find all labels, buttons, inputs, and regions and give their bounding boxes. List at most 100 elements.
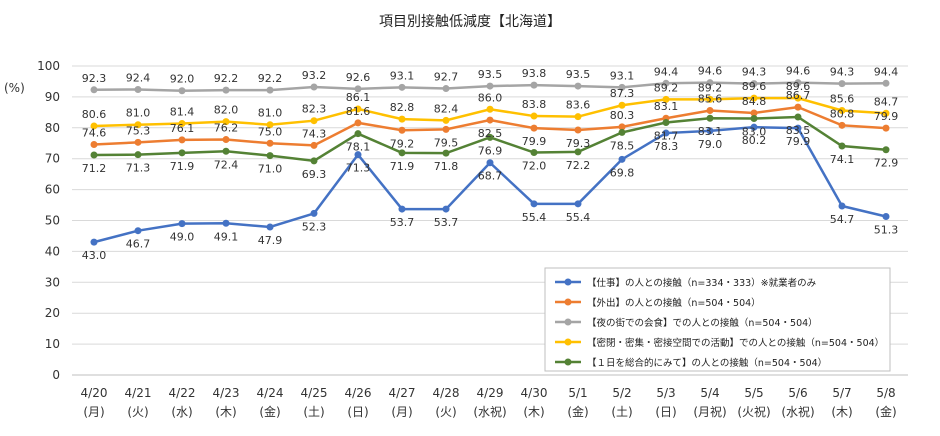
x-tick-sublabel: (木): [523, 405, 544, 419]
data-point: [574, 113, 582, 121]
y-tick-label: 20: [45, 306, 60, 320]
x-tick-sublabel: (水祝): [781, 405, 814, 419]
x-tick-label: 4/23: [213, 386, 240, 400]
data-label: 92.7: [434, 71, 459, 84]
data-label: 81.0: [258, 107, 283, 120]
x-tick-label: 4/21: [125, 386, 152, 400]
data-label: 79.5: [434, 136, 459, 149]
data-point: [706, 106, 714, 114]
data-label: 52.3: [302, 220, 327, 233]
data-point: [222, 219, 230, 227]
data-label: 92.3: [82, 72, 107, 85]
data-label: 46.7: [126, 238, 151, 251]
data-label: 89.2: [654, 81, 679, 94]
x-tick-label: 5/5: [744, 386, 763, 400]
data-label: 94.4: [654, 65, 679, 78]
data-point: [90, 140, 98, 148]
data-label: 76.1: [170, 122, 195, 135]
data-label: 83.1: [698, 125, 723, 138]
data-label: 78.1: [346, 141, 371, 154]
data-point: [530, 112, 538, 120]
data-point: [266, 139, 274, 147]
x-tick-sublabel: (月): [83, 405, 104, 419]
data-label: 83.0: [742, 126, 767, 139]
y-tick-label: 100: [37, 59, 60, 73]
data-labels: 43.0 46.7 49.0 49.1 47.9 52.3 71.3 53.7 53.7 68.7…: [82, 65, 899, 262]
data-point: [574, 126, 582, 134]
data-point: [310, 117, 318, 125]
x-tick-sublabel: (日): [347, 405, 368, 419]
data-label: 86.0: [478, 91, 503, 104]
data-label: 55.4: [566, 211, 591, 224]
data-point: [354, 151, 362, 159]
data-point: [442, 149, 450, 157]
data-label: 76.9: [478, 144, 503, 157]
data-point: [310, 157, 318, 165]
x-tick-sublabel: (月): [391, 405, 412, 419]
y-tick-label: 90: [45, 90, 60, 104]
data-point: [618, 128, 626, 136]
data-point: [486, 116, 494, 124]
data-point: [530, 124, 538, 132]
data-point: [794, 124, 802, 132]
data-point: [178, 87, 186, 95]
data-label: 76.2: [214, 122, 239, 135]
data-label: 72.4: [214, 158, 239, 171]
data-point: [90, 86, 98, 94]
data-label: 80.2: [742, 134, 767, 147]
data-label: 85.6: [830, 92, 855, 105]
x-tick-label: 4/26: [345, 386, 372, 400]
data-point: [90, 238, 98, 246]
data-point: [706, 95, 714, 103]
data-point: [266, 152, 274, 160]
data-point: [882, 124, 890, 132]
x-tick-label: 4/29: [477, 386, 504, 400]
x-tick-sublabel: (土): [611, 405, 632, 419]
x-tick-label: 4/24: [257, 386, 284, 400]
x-tick-label: 5/3: [656, 386, 675, 400]
data-label: 74.1: [830, 153, 855, 166]
x-tick-sublabel: (月祝): [693, 405, 726, 419]
data-point: [662, 79, 670, 87]
data-point: [398, 126, 406, 134]
data-point: [838, 106, 846, 114]
x-tick-sublabel: (水): [171, 405, 192, 419]
data-point: [222, 147, 230, 155]
data-point: [134, 151, 142, 159]
data-label: 92.6: [346, 71, 371, 84]
data-point: [266, 223, 274, 231]
data-label: 92.0: [170, 73, 195, 86]
data-label: 84.7: [874, 95, 899, 108]
x-tick-label: 4/27: [389, 386, 416, 400]
data-label: 93.1: [390, 69, 415, 82]
data-label: 51.3: [874, 223, 899, 236]
data-label: 83.5: [786, 124, 811, 137]
data-point: [354, 85, 362, 93]
data-point: [266, 121, 274, 129]
data-point: [222, 118, 230, 126]
data-point: [222, 86, 230, 94]
y-axis-label: (%): [4, 81, 25, 95]
data-label: 94.6: [786, 65, 811, 78]
x-tick-sublabel: (火): [435, 405, 456, 419]
data-label: 80.3: [610, 109, 635, 122]
legend-marker: [564, 358, 572, 366]
data-point: [882, 109, 890, 117]
data-point: [794, 94, 802, 102]
x-tick-labels: 4/20 (月) 4/21 (火) 4/22 (水) 4/23 (木) 4/24 (金) 4/25 (…: [81, 386, 897, 419]
data-label: 68.7: [478, 170, 503, 183]
data-point: [750, 80, 758, 88]
data-label: 82.5: [478, 127, 503, 140]
x-tick-sublabel: (日): [655, 405, 676, 419]
data-label: 92.2: [258, 72, 283, 85]
data-point: [90, 122, 98, 130]
data-label: 55.4: [522, 211, 547, 224]
data-point: [134, 227, 142, 235]
y-tick-label: 10: [45, 337, 60, 351]
data-label: 71.8: [434, 160, 459, 173]
data-point: [530, 149, 538, 157]
data-point: [574, 200, 582, 208]
x-tick-sublabel: (金): [259, 404, 280, 419]
data-point: [706, 127, 714, 135]
